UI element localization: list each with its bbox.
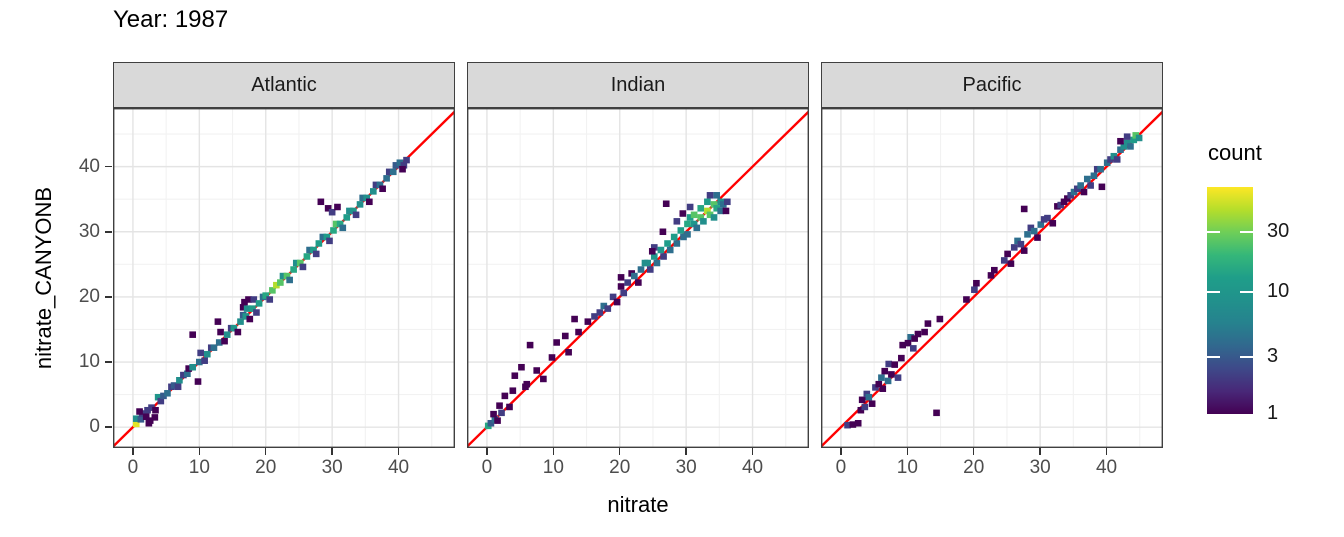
x-tick-mark bbox=[972, 448, 975, 455]
x-tick-mark bbox=[264, 448, 267, 455]
x-tick-label: 30 bbox=[675, 457, 697, 478]
y-tick-label: 40 bbox=[78, 155, 100, 177]
x-tick-mark bbox=[486, 448, 488, 455]
y-tick-mark bbox=[105, 361, 112, 363]
x-tick-label: 20 bbox=[255, 457, 277, 478]
legend-tick-label: 10 bbox=[1267, 280, 1290, 303]
x-tick-label: 20 bbox=[609, 457, 631, 478]
x-tick-label: 10 bbox=[542, 457, 564, 478]
x-tick-label: 40 bbox=[1095, 457, 1118, 478]
facet-strip-pacific: Pacific bbox=[821, 62, 1163, 108]
x-tick-label: 30 bbox=[1029, 457, 1051, 478]
x-tick-mark bbox=[1105, 448, 1108, 455]
legend-tick-label: 3 bbox=[1267, 345, 1279, 368]
x-tick-mark bbox=[840, 448, 842, 455]
x-tick-mark bbox=[132, 448, 134, 455]
x-axis-title: nitrate bbox=[607, 492, 669, 517]
y-tick-mark bbox=[105, 296, 112, 298]
x-tick-label: 0 bbox=[127, 457, 139, 478]
facet-panel-atlantic bbox=[113, 108, 455, 448]
x-tick-mark bbox=[685, 448, 687, 455]
x-tick-label: 0 bbox=[835, 457, 847, 478]
x-tick-mark bbox=[618, 448, 621, 455]
facet-label-pacific: Pacific bbox=[962, 73, 1022, 96]
y-tick-mark bbox=[105, 165, 112, 168]
x-tick-label: 20 bbox=[963, 457, 985, 478]
x-tick-mark bbox=[397, 448, 400, 455]
x-tick-mark bbox=[552, 448, 555, 455]
y-tick-label: 30 bbox=[78, 220, 100, 242]
x-tick-label: 10 bbox=[896, 457, 918, 478]
facet-label-indian: Indian bbox=[610, 73, 666, 96]
x-tick-mark bbox=[331, 448, 333, 455]
y-tick-label: 10 bbox=[78, 351, 100, 373]
legend-colorbar-icon bbox=[1207, 187, 1253, 414]
x-tick-label: 40 bbox=[741, 457, 764, 478]
legend-tick-mark bbox=[1240, 230, 1253, 233]
legend-tick-mark bbox=[1240, 356, 1253, 359]
facet-panel-pacific bbox=[821, 108, 1163, 448]
facet-strip-atlantic: Atlantic bbox=[113, 62, 455, 108]
y-tick-label: 0 bbox=[89, 416, 100, 438]
legend-title: count bbox=[1208, 140, 1262, 165]
legend-tick-mark bbox=[1207, 356, 1220, 359]
x-tick-mark bbox=[906, 448, 909, 455]
facet-panel-indian bbox=[467, 108, 809, 448]
x-tick-mark bbox=[198, 448, 201, 455]
x-tick-mark bbox=[751, 448, 754, 455]
y-tick-label: 20 bbox=[78, 285, 100, 307]
plot-title: Year: 1987 bbox=[113, 6, 229, 33]
x-tick-label: 10 bbox=[188, 457, 210, 478]
y-axis-title: nitrate_CANYONB bbox=[31, 186, 56, 370]
x-tick-label: 40 bbox=[387, 457, 410, 478]
x-tick-label: 30 bbox=[321, 457, 343, 478]
facet-strip-indian: Indian bbox=[467, 62, 809, 108]
legend-tick-mark bbox=[1207, 230, 1220, 233]
x-tick-mark bbox=[1039, 448, 1041, 455]
x-tick-label: 0 bbox=[481, 457, 493, 478]
y-tick-mark bbox=[105, 231, 112, 233]
legend-tick-label: 1 bbox=[1267, 402, 1279, 424]
legend-tick-mark bbox=[1207, 291, 1220, 294]
legend-tick-label: 30 bbox=[1267, 219, 1290, 242]
legend-tick-mark bbox=[1240, 291, 1253, 294]
facet-label-atlantic: Atlantic bbox=[251, 73, 317, 96]
y-tick-mark bbox=[105, 426, 112, 428]
